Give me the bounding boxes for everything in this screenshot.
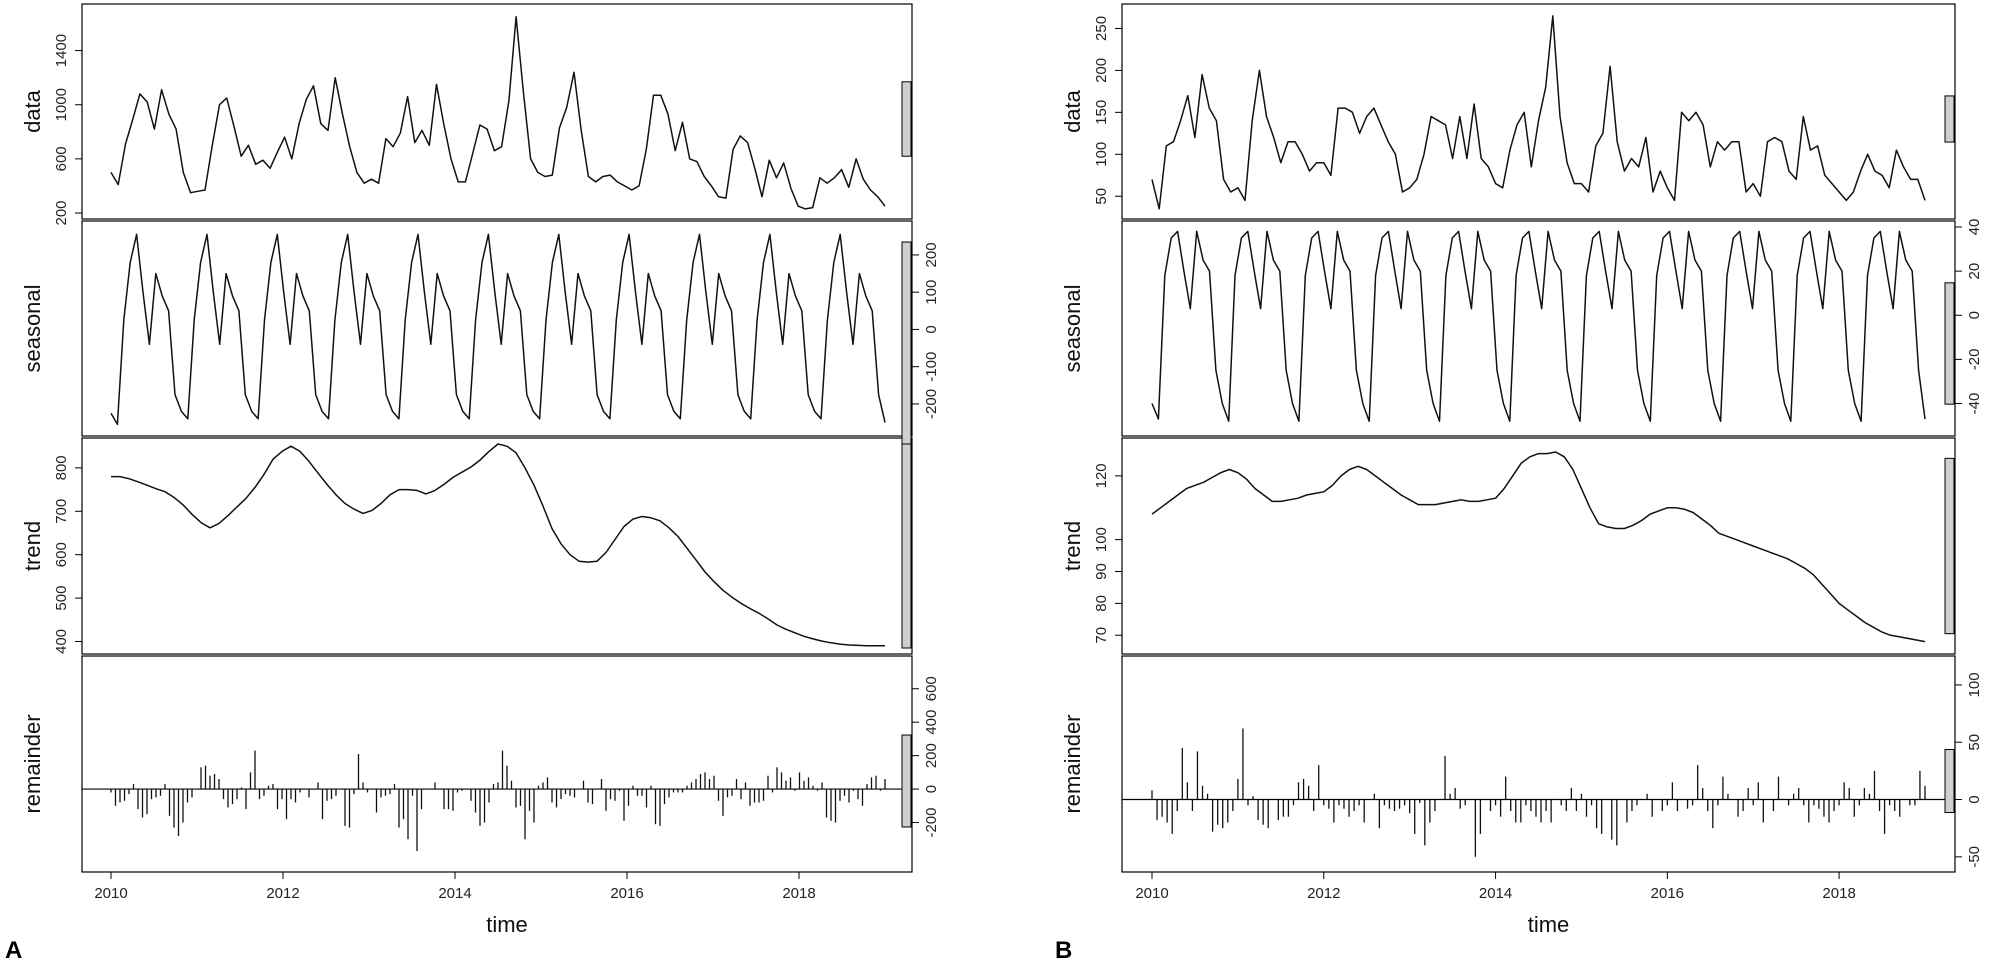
y-tick-label: 600: [53, 146, 70, 171]
panel-trend: 70 80 90 100 120 trend: [1060, 437, 1956, 655]
y-tick-label: 0: [923, 785, 940, 793]
chart-a: 200 600 1000 1400 data -200 -100 0 100 200 seasona…: [5, 3, 940, 964]
panel-frame: [1121, 3, 1956, 220]
y-tick-label: 200: [923, 242, 940, 267]
y-tick-label: 400: [53, 629, 70, 654]
series-line-data: [110, 16, 886, 210]
scale-bar: [901, 443, 912, 649]
panel-title-data: data: [20, 89, 45, 133]
y-tick-label: 600: [923, 676, 940, 701]
y-tick-label: 50: [1093, 188, 1110, 205]
y-tick-label: 700: [53, 499, 70, 524]
x-tick-label: 2012: [266, 885, 299, 902]
y-tick-label: -200: [923, 389, 940, 419]
y-tick-label: 40: [1966, 219, 1983, 236]
panel-title-data: data: [1060, 89, 1085, 133]
scale-bar: [1944, 282, 1955, 405]
x-tick-label: 2016: [610, 885, 643, 902]
x-tick-label: 2012: [1307, 885, 1340, 902]
scale-bar: [901, 241, 912, 446]
panel-letter: A: [5, 937, 22, 964]
scale-bar: [1944, 95, 1955, 143]
y-tick-label: 250: [1093, 16, 1110, 41]
y-tick-label: 100: [1966, 672, 1983, 697]
y-tick-label: 600: [53, 542, 70, 567]
series-line-trend: [1151, 451, 1926, 643]
y-tick-label: 200: [1093, 58, 1110, 83]
series-line-seasonal: [1151, 230, 1926, 422]
panel-trend: 400 500 600 700 800 trend: [20, 437, 913, 655]
x-tick-label: 2010: [1135, 885, 1168, 902]
y-tick-label: 200: [923, 743, 940, 768]
panel-title-remainder: remainder: [1060, 714, 1085, 813]
x-axis-label: time: [1528, 912, 1570, 937]
y-tick-label: 400: [923, 710, 940, 735]
y-tick-label: 500: [53, 586, 70, 611]
scale-bar: [901, 81, 912, 157]
panel-frame: [81, 3, 913, 220]
y-tick-label: -100: [923, 352, 940, 382]
panel-frame: [1121, 437, 1956, 655]
x-tick-label: 2014: [1479, 885, 1512, 902]
x-tick-label: 2018: [782, 885, 815, 902]
x-tick-label: 2016: [1651, 885, 1684, 902]
y-tick-label: 0: [1966, 795, 1983, 803]
panel-remainder: -50 0 50 100 remainder: [1060, 655, 1983, 873]
y-tick-label: 0: [1966, 311, 1983, 319]
panel-frame: [81, 220, 913, 437]
y-tick-label: 200: [53, 200, 70, 225]
y-tick-label: 80: [1093, 595, 1110, 612]
panel-letter: B: [1055, 937, 1072, 964]
series-line-data: [1151, 15, 1926, 210]
panel-frame: [81, 655, 913, 873]
y-tick-label: 120: [1093, 463, 1110, 488]
panel-seasonal: -40 -20 0 20 40 seasonal: [1060, 219, 1983, 437]
chart-b: 50 100 150 200 250 data -40 -20 0 20 40 seasonal 70 8…: [1055, 3, 1983, 964]
panel-title-trend: trend: [20, 521, 45, 571]
panel-frame: [81, 437, 913, 655]
panel-frame: [1121, 220, 1956, 437]
scale-bar: [1944, 457, 1955, 635]
panel-data: 200 600 1000 1400 data: [20, 3, 913, 226]
y-tick-label: 100: [1093, 142, 1110, 167]
y-tick-label: 0: [923, 325, 940, 333]
panel-title-trend: trend: [1060, 521, 1085, 571]
panel-seasonal: -200 -100 0 100 200 seasonal: [20, 220, 940, 437]
y-tick-label: 50: [1966, 734, 1983, 751]
scale-bar: [1944, 748, 1955, 814]
panel-data: 50 100 150 200 250 data: [1060, 3, 1956, 220]
x-tick-label: 2018: [1822, 885, 1855, 902]
y-tick-label: 800: [53, 455, 70, 480]
y-tick-label: -20: [1966, 349, 1983, 371]
y-tick-label: -40: [1966, 393, 1983, 415]
panel-frame: [1121, 655, 1956, 873]
y-tick-label: 90: [1093, 563, 1110, 580]
x-tick-label: 2010: [94, 885, 127, 902]
y-tick-label: -50: [1966, 846, 1983, 868]
panel-title-seasonal: seasonal: [20, 284, 45, 372]
y-tick-label: 150: [1093, 100, 1110, 125]
y-tick-label: 100: [1093, 527, 1110, 552]
scale-bar: [901, 734, 912, 828]
panel-title-remainder: remainder: [20, 714, 45, 813]
series-line-trend: [111, 443, 885, 647]
y-tick-label: 20: [1966, 263, 1983, 280]
y-tick-label: 1000: [53, 88, 70, 121]
x-tick-label: 2014: [438, 885, 471, 902]
panel-remainder: -200 0 200 400 600 remainder: [20, 655, 940, 873]
series-line-seasonal: [110, 233, 886, 426]
y-tick-label: 1400: [53, 34, 70, 67]
panel-title-seasonal: seasonal: [1060, 284, 1085, 372]
y-tick-label: -200: [923, 808, 940, 838]
x-axis-label: time: [486, 912, 528, 937]
y-tick-label: 100: [923, 280, 940, 305]
y-tick-label: 70: [1093, 627, 1110, 644]
